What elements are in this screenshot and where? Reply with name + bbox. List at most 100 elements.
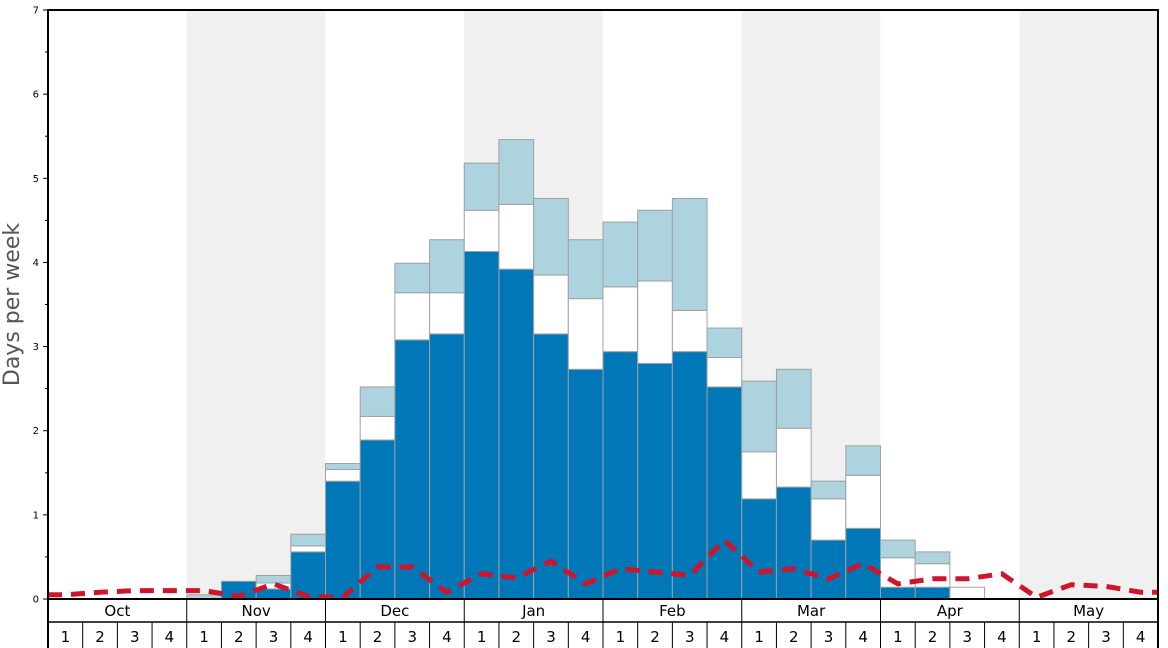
week-label: 1: [477, 628, 487, 646]
bar-series3-week-17: [602, 221, 639, 288]
bar-series3-week-21: [741, 380, 777, 453]
bar-series1-week-13: [463, 250, 500, 600]
week-label: 1: [338, 628, 348, 646]
week-label: 4: [720, 628, 730, 646]
week-label: 4: [303, 628, 313, 646]
bar-series3-week-15: [533, 197, 569, 276]
week-label: 3: [962, 628, 972, 646]
bar-series1-week-23: [810, 539, 847, 600]
bar-series1-week-17: [602, 351, 639, 600]
week-label: 2: [234, 628, 244, 646]
bar-series1-week-25: [880, 586, 916, 600]
bar-series3-week-24: [845, 445, 881, 476]
week-label: 1: [1032, 628, 1042, 646]
y-tick-label: 7: [33, 6, 39, 17]
bar-series2-week-24: [845, 474, 881, 529]
week-label: 3: [824, 628, 834, 646]
bar-series3-week-16: [567, 239, 604, 300]
week-label: 3: [546, 628, 556, 646]
week-label: 3: [407, 628, 417, 646]
bar-series2-week-16: [567, 298, 604, 370]
y-tick-label: 0: [33, 595, 39, 606]
bar-series2-week-20: [706, 357, 743, 388]
week-label: 4: [581, 628, 591, 646]
bar-series2-week-26: [914, 563, 951, 588]
bar-series3-week-14: [498, 139, 535, 205]
month-band-may: [1019, 10, 1158, 599]
bar-series1-week-14: [498, 268, 535, 600]
bar-series3-week-12: [429, 239, 465, 294]
y-tick-label: 3: [33, 342, 39, 353]
month-label-dec: Dec: [380, 602, 409, 620]
bar-series2-week-11: [394, 292, 431, 341]
bar-series2-week-27: [949, 586, 986, 600]
bar-series1-week-9: [325, 480, 361, 600]
week-label: 1: [61, 628, 71, 646]
x-axis: Oct 1 2 3 4 Nov 1 2 3 4 Dec 1 2 3 4 Jan 1 2 3 4 Feb 1 2 3 4 Mar 1 2…: [47, 599, 1159, 648]
bar-series1-week-21: [741, 498, 777, 600]
y-tick-label: 2: [33, 426, 39, 437]
y-axis-title: Days per week: [0, 223, 25, 386]
week-label: 1: [616, 628, 626, 646]
bar-series3-week-13: [463, 162, 500, 211]
bar-series3-week-19: [671, 197, 708, 311]
bar-series3-week-25: [880, 539, 916, 559]
y-axis: 0 1 2 3 4 5 6 7: [33, 6, 48, 606]
week-label: 4: [165, 628, 175, 646]
bar-series3-week-26: [914, 551, 951, 565]
week-label: 1: [754, 628, 764, 646]
bar-series3-week-10: [359, 386, 396, 417]
bar-series3-week-8: [290, 533, 326, 547]
bar-series2-week-18: [637, 280, 673, 364]
week-label: 2: [928, 628, 938, 646]
week-label: 1: [893, 628, 903, 646]
bar-series2-week-23: [810, 498, 847, 541]
bar-series2-week-17: [602, 286, 639, 353]
bar-series2-week-13: [463, 209, 500, 252]
month-label-apr: Apr: [937, 602, 964, 620]
week-label: 3: [269, 628, 279, 646]
y-tick-label: 4: [33, 258, 39, 269]
week-label: 4: [858, 628, 868, 646]
bar-series2-week-9: [325, 468, 361, 482]
week-label: 3: [685, 628, 695, 646]
bar-series2-week-19: [671, 309, 708, 353]
y-tick-label: 1: [33, 510, 39, 521]
bar-series1-week-12: [429, 333, 465, 600]
week-label: 1: [199, 628, 209, 646]
bar-series2-week-22: [775, 427, 812, 488]
bar-series1-week-22: [775, 486, 812, 600]
month-label-mar: Mar: [797, 602, 826, 620]
month-label-feb: Feb: [659, 602, 686, 620]
week-label: 2: [1067, 628, 1077, 646]
bar-series3-week-23: [810, 480, 847, 500]
bar-series3-week-9: [325, 463, 361, 470]
month-label-oct: Oct: [104, 602, 130, 620]
week-label: 2: [789, 628, 799, 646]
bars: [186, 139, 986, 600]
bar-series2-week-10: [359, 415, 396, 441]
bar-series1-week-24: [845, 527, 881, 600]
bar-series1-week-11: [394, 339, 431, 600]
week-label: 2: [95, 628, 105, 646]
week-label: 2: [373, 628, 383, 646]
bar-series3-week-7: [255, 574, 292, 584]
bar-series1-week-16: [567, 368, 604, 600]
bar-series3-week-11: [394, 262, 431, 294]
average-line: [48, 537, 1158, 600]
bar-series1-week-26: [914, 586, 951, 600]
week-label: 3: [130, 628, 140, 646]
month-band-nov: [186, 10, 326, 599]
week-label: 2: [512, 628, 522, 646]
bar-series2-week-15: [533, 274, 569, 335]
week-label: 4: [442, 628, 452, 646]
bar-series1-week-18: [637, 362, 673, 600]
bar-series2-week-8: [290, 545, 326, 553]
bar-series1-week-8: [290, 551, 326, 600]
week-label: 4: [1136, 628, 1146, 646]
week-label: 4: [997, 628, 1007, 646]
bar-series2-week-12: [429, 292, 465, 335]
bar-series2-week-14: [498, 203, 535, 270]
y-tick-label: 6: [33, 90, 39, 101]
